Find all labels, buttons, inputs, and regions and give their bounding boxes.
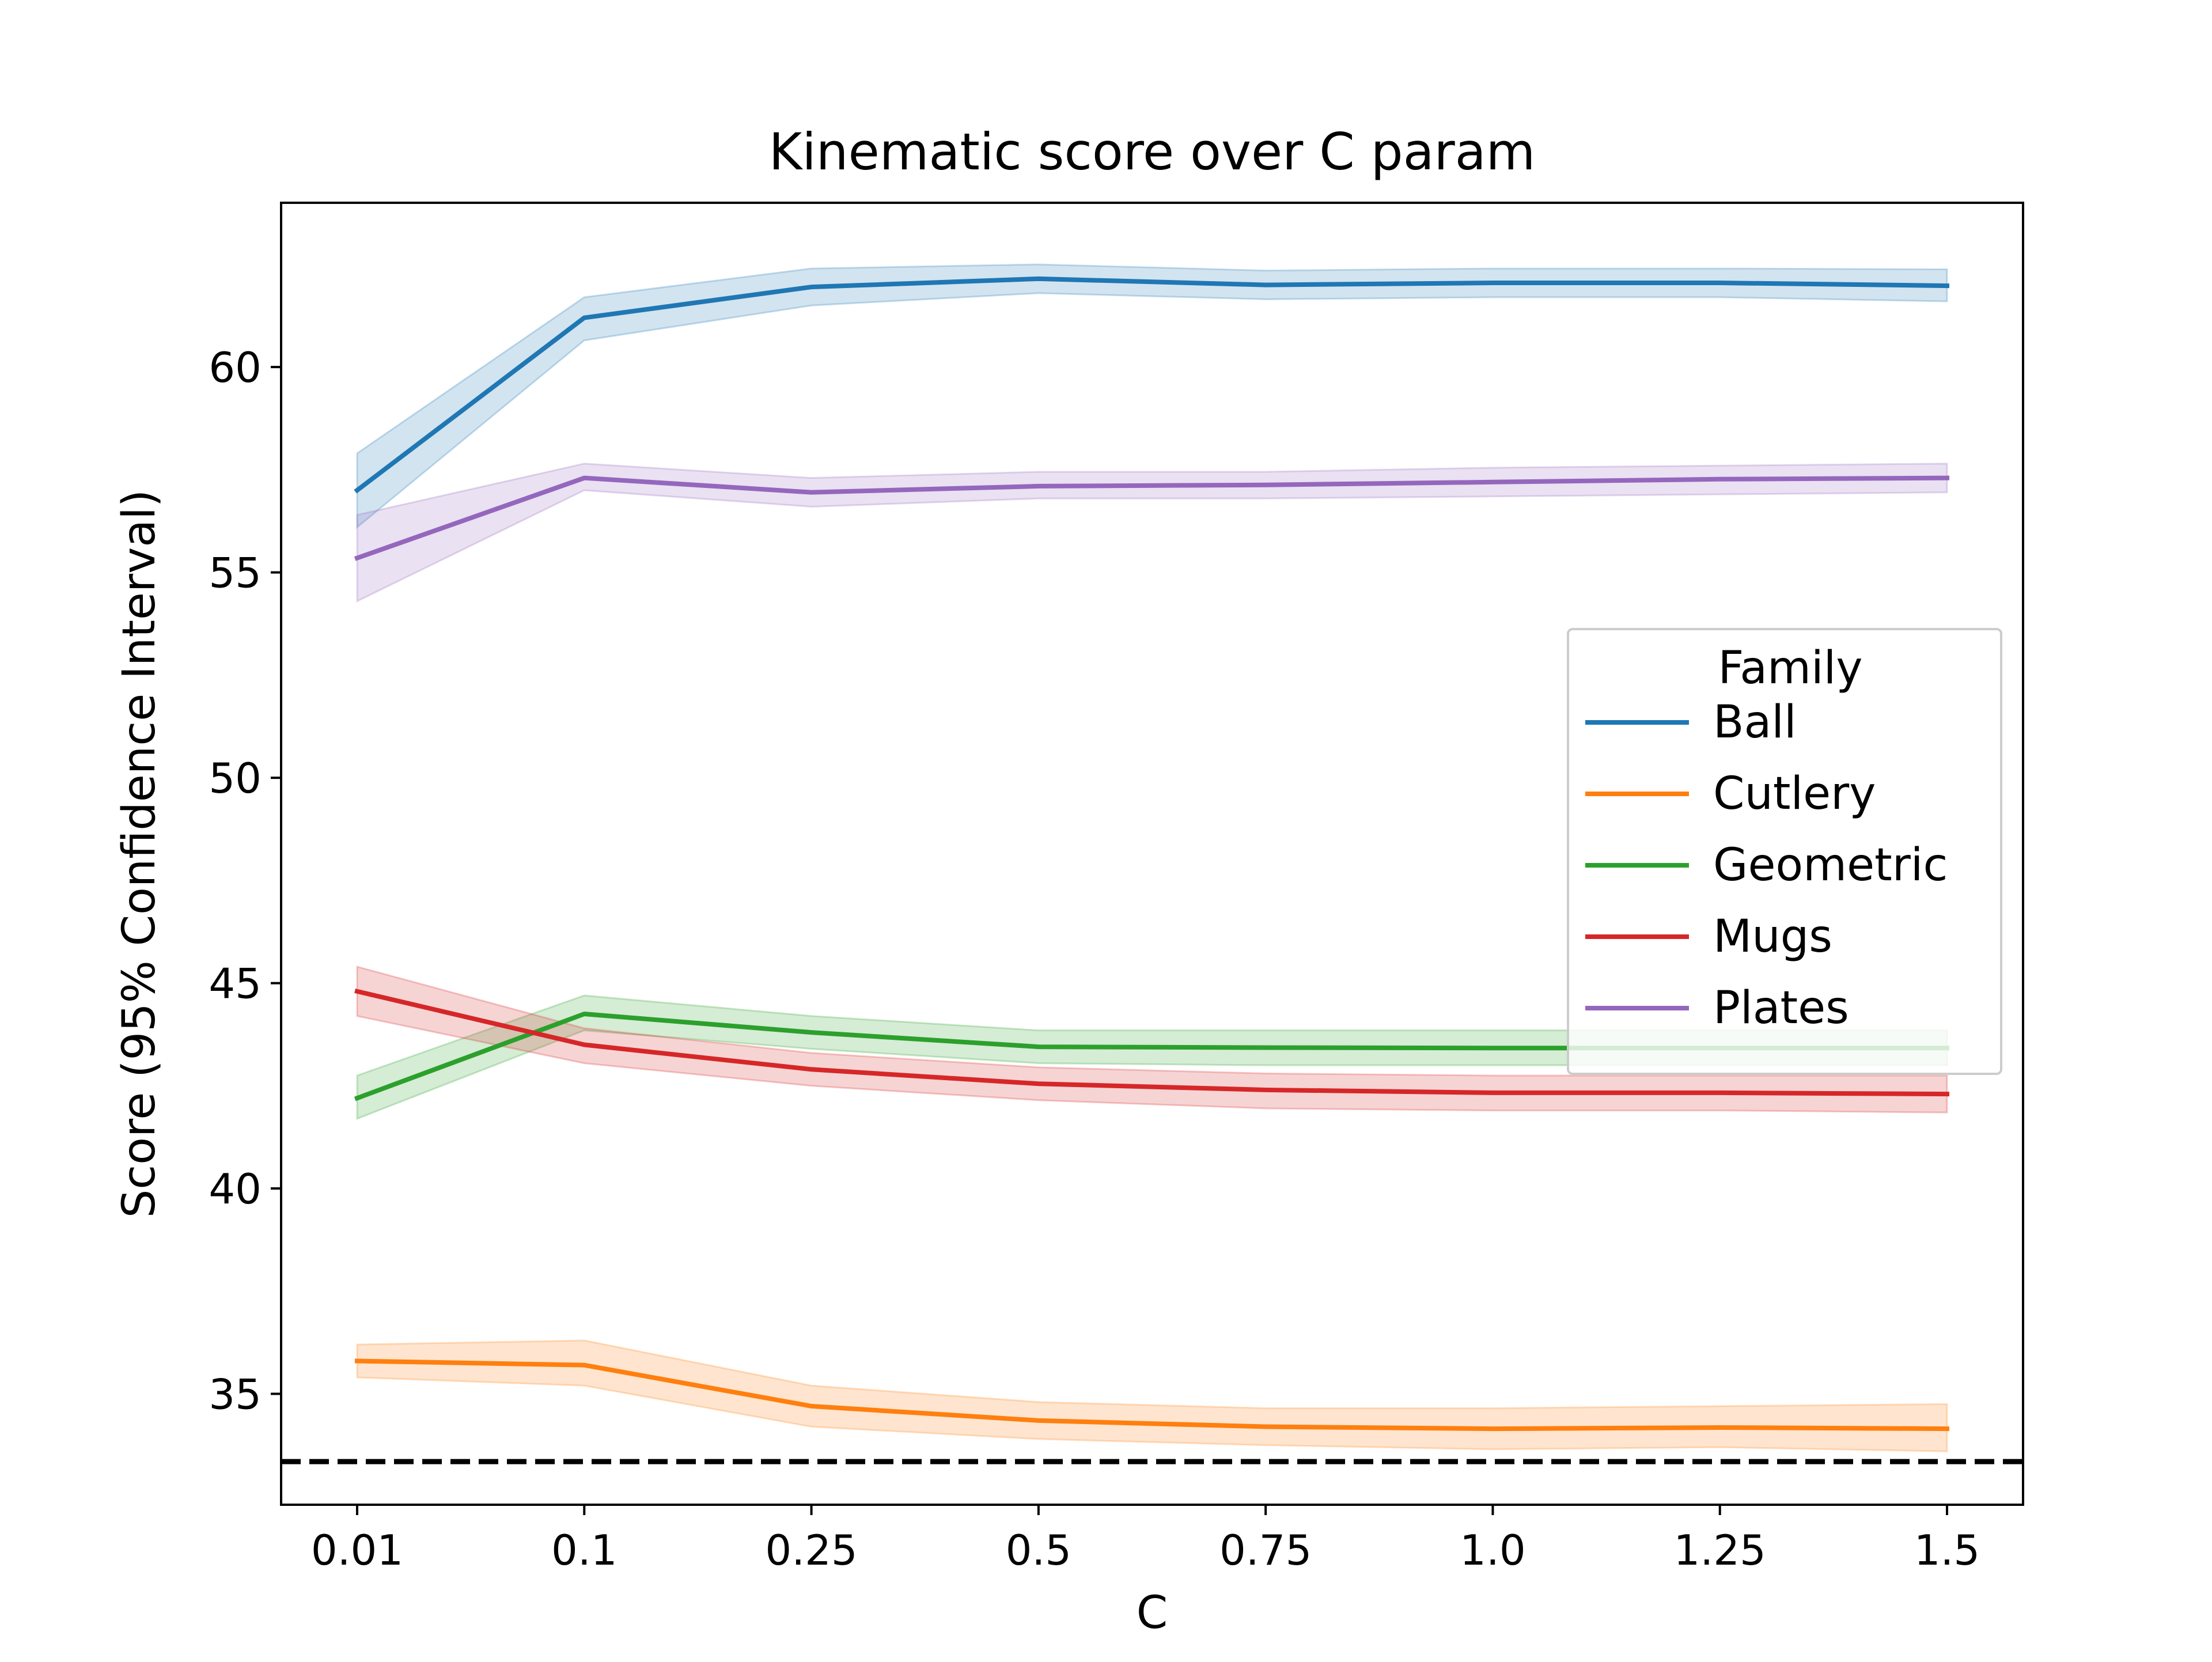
y-tick-label: 50 — [209, 754, 262, 802]
y-tick-label: 40 — [209, 1165, 262, 1213]
y-axis-label: Score (95% Confidence Interval) — [113, 490, 165, 1218]
y-tick-label: 45 — [209, 960, 262, 1008]
legend-label-geometric: Geometric — [1713, 839, 1948, 891]
x-tick-label: 0.5 — [1006, 1526, 1072, 1574]
legend-label-cutlery: Cutlery — [1713, 768, 1876, 820]
legend-title: Family — [1718, 642, 1863, 694]
x-tick-label: 1.5 — [1914, 1526, 1980, 1574]
y-tick-label: 35 — [209, 1371, 262, 1419]
x-tick-label: 0.25 — [765, 1526, 857, 1574]
x-tick-label: 1.25 — [1674, 1526, 1766, 1574]
x-tick-label: 0.1 — [551, 1526, 618, 1574]
y-tick-label: 60 — [209, 343, 262, 392]
x-tick-label: 0.01 — [311, 1526, 403, 1574]
x-axis-label: C — [1137, 1587, 1168, 1639]
x-tick-label: 0.75 — [1219, 1526, 1312, 1574]
legend-label-plates: Plates — [1713, 982, 1849, 1034]
legend: Family Ball Cutlery Geometric Mugs Plates — [1568, 629, 2001, 1074]
chart-title: Kinematic score over C param — [769, 122, 1536, 181]
legend-label-ball: Ball — [1713, 696, 1797, 748]
y-tick-label: 55 — [209, 549, 262, 597]
x-tick-label: 1.0 — [1460, 1526, 1526, 1574]
legend-label-mugs: Mugs — [1713, 911, 1832, 963]
